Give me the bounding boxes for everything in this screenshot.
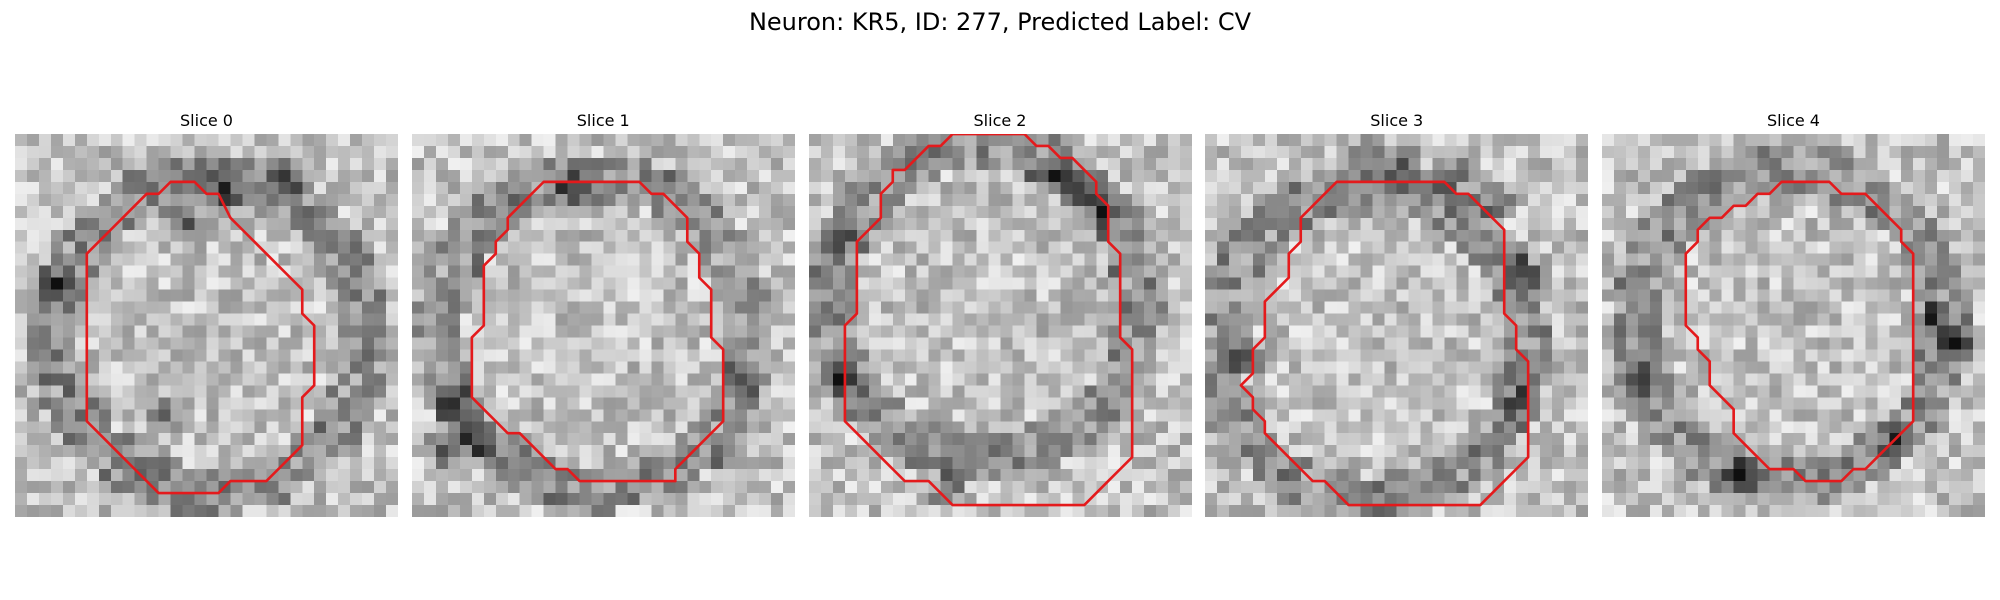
cell-contour [1239, 180, 1530, 507]
micrograph-image [1205, 134, 1589, 517]
figure-title: Neuron: KR5, ID: 277, Predicted Label: C… [748, 8, 1252, 36]
micrograph-image [808, 134, 1192, 517]
slice-title: Slice 1 [576, 111, 630, 130]
cell-contour [1684, 180, 1915, 483]
slice-title: Slice 0 [180, 111, 233, 130]
cell-contour [843, 134, 1133, 507]
slice-panel: Slice 1 [411, 108, 795, 517]
micrograph-image [411, 134, 795, 517]
slice-title: Slice 3 [1370, 111, 1424, 130]
cell-contour [85, 180, 316, 495]
slice-panel: Slice 3 [1205, 108, 1589, 517]
cell-contour [470, 180, 725, 483]
micrograph-image [1602, 134, 1985, 517]
slice-title: Slice 2 [973, 111, 1027, 130]
slice-panel: Slice 0 [15, 108, 398, 517]
slice-panel: Slice 4 [1602, 108, 1985, 517]
slice-panel: Slice 2 [808, 108, 1192, 517]
slice-panels: Slice 0 Slice 1 Slice 2 Slice 3 Slice 4 [15, 108, 1985, 528]
slice-title: Slice 4 [1767, 111, 1820, 130]
micrograph-image [15, 134, 398, 517]
